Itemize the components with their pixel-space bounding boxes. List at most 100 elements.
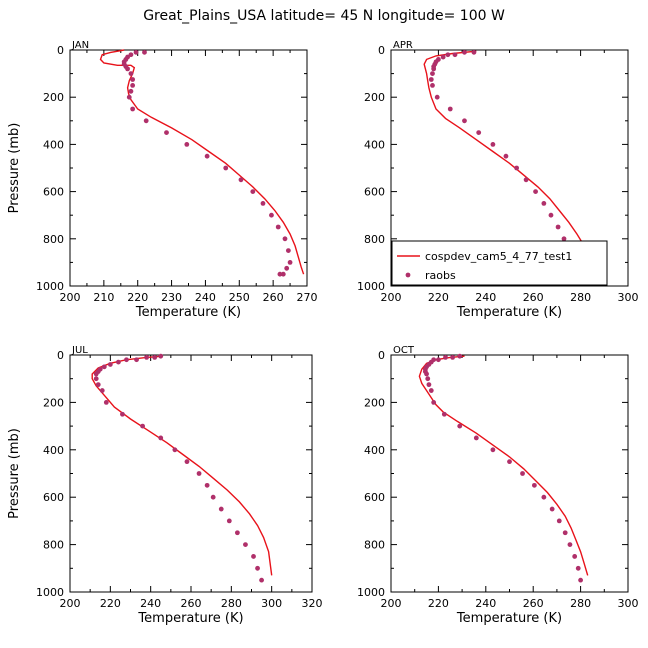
plot-frame [69, 354, 313, 593]
y-tick-label: 0 [57, 44, 64, 57]
x-tick-label: 200 [60, 597, 81, 610]
obs-point [431, 66, 437, 72]
obs-point [277, 271, 283, 277]
obs-point [462, 118, 467, 124]
x-tick-label: 300 [618, 291, 639, 304]
obs-point [158, 353, 164, 359]
obs-point [424, 371, 429, 377]
y-axis-label: Pressure (mb) [7, 123, 22, 214]
obs-point [251, 554, 256, 559]
panel-jul: JUL 200 220 240 260 280 300 320 0 200 400 600 800 100… [7, 345, 323, 626]
obs-point [282, 236, 288, 242]
panels: JAN 200 210 220 230 240 250 260 270 0 200 400 600 800… [7, 40, 639, 626]
obs-point [142, 49, 147, 55]
obs-point [462, 49, 467, 55]
obs-point [103, 400, 109, 405]
obs-point [260, 201, 266, 206]
obs-point [143, 118, 149, 124]
obs-point [490, 447, 496, 453]
obs-point [95, 382, 101, 388]
y-tick-label: 200 [43, 91, 64, 104]
x-tick-label: 240 [475, 597, 496, 610]
obs-point [426, 382, 432, 388]
obs-point [523, 177, 529, 183]
obs-point [128, 52, 134, 58]
x-tick-label: 280 [570, 291, 591, 304]
obs-point [184, 142, 190, 147]
y-tick-label: 200 [364, 91, 385, 104]
x-tick-label: 200 [381, 291, 402, 304]
obs-point [431, 400, 437, 405]
x-tick-label: 250 [229, 291, 250, 304]
legend-obs-label: raobs [425, 269, 456, 282]
obs-point [476, 130, 482, 136]
y-tick-label: 600 [364, 491, 385, 504]
y-tick-label: 400 [364, 444, 385, 457]
legend-box [391, 240, 608, 286]
obs-point [490, 142, 496, 147]
obs-point [234, 530, 240, 536]
obs-point [130, 106, 136, 112]
x-tick-label: 200 [60, 291, 81, 304]
x-tick-label: 260 [263, 291, 284, 304]
obs-point [430, 83, 435, 88]
obs-point [443, 354, 448, 360]
obs-point [250, 189, 256, 195]
y-tick-label: 200 [43, 396, 64, 409]
obs-point [436, 357, 441, 363]
obs-point [107, 362, 113, 367]
y-tick-label: 800 [43, 539, 64, 552]
obs-point [134, 357, 139, 363]
obs-point [450, 354, 456, 360]
x-tick-label: 320 [302, 597, 323, 610]
x-tick-label: 260 [523, 291, 544, 304]
panel-title: JAN [71, 40, 89, 51]
obs-point [452, 52, 458, 58]
obs-point [425, 376, 431, 382]
obs-point [284, 265, 290, 271]
obs-point [243, 542, 248, 547]
obs-point [572, 554, 578, 559]
y-tick-label: 1000 [357, 586, 385, 599]
obs-point [223, 165, 229, 171]
obs-point [434, 94, 440, 100]
x-axis-label: Temperature (K) [456, 611, 562, 626]
obs-point [144, 354, 150, 360]
obs-point [531, 482, 537, 488]
obs-point [541, 201, 547, 206]
obs-point [457, 353, 463, 359]
obs-point [130, 83, 136, 88]
obs-point [172, 447, 178, 453]
obs-point [430, 71, 435, 76]
x-tick-label: 270 [297, 291, 318, 304]
y-tick-label: 400 [43, 444, 64, 457]
x-tick-label: 210 [93, 291, 114, 304]
legend-model-label: cospdev_cam5_4_77_test1 [425, 250, 572, 263]
obs-point [259, 577, 264, 583]
x-tick-label: 220 [428, 291, 449, 304]
obs-point [447, 106, 453, 112]
obs-point [128, 88, 134, 94]
x-tick-label: 240 [195, 291, 216, 304]
y-tick-label: 0 [57, 349, 64, 362]
y-tick-label: 400 [43, 138, 64, 151]
y-tick-label: 0 [378, 44, 385, 57]
obs-point [533, 189, 538, 195]
obs-point [514, 165, 520, 171]
obs-point [238, 177, 244, 183]
obs-point [255, 565, 260, 571]
y-tick-label: 600 [364, 186, 385, 199]
x-tick-label: 240 [475, 291, 496, 304]
y-axis-label: Pressure (mb) [7, 428, 22, 519]
obs-point [204, 153, 210, 159]
x-tick-label: 280 [221, 597, 242, 610]
model-line [418, 355, 589, 576]
x-tick-label: 300 [261, 597, 282, 610]
obs-point [140, 423, 146, 429]
obs-point [471, 49, 477, 55]
obs-point [457, 423, 463, 429]
obs-point [93, 376, 99, 382]
obs-point [152, 354, 158, 360]
panel-jan: JAN 200 210 220 230 240 250 260 270 0 200 400 600 800… [7, 40, 318, 320]
